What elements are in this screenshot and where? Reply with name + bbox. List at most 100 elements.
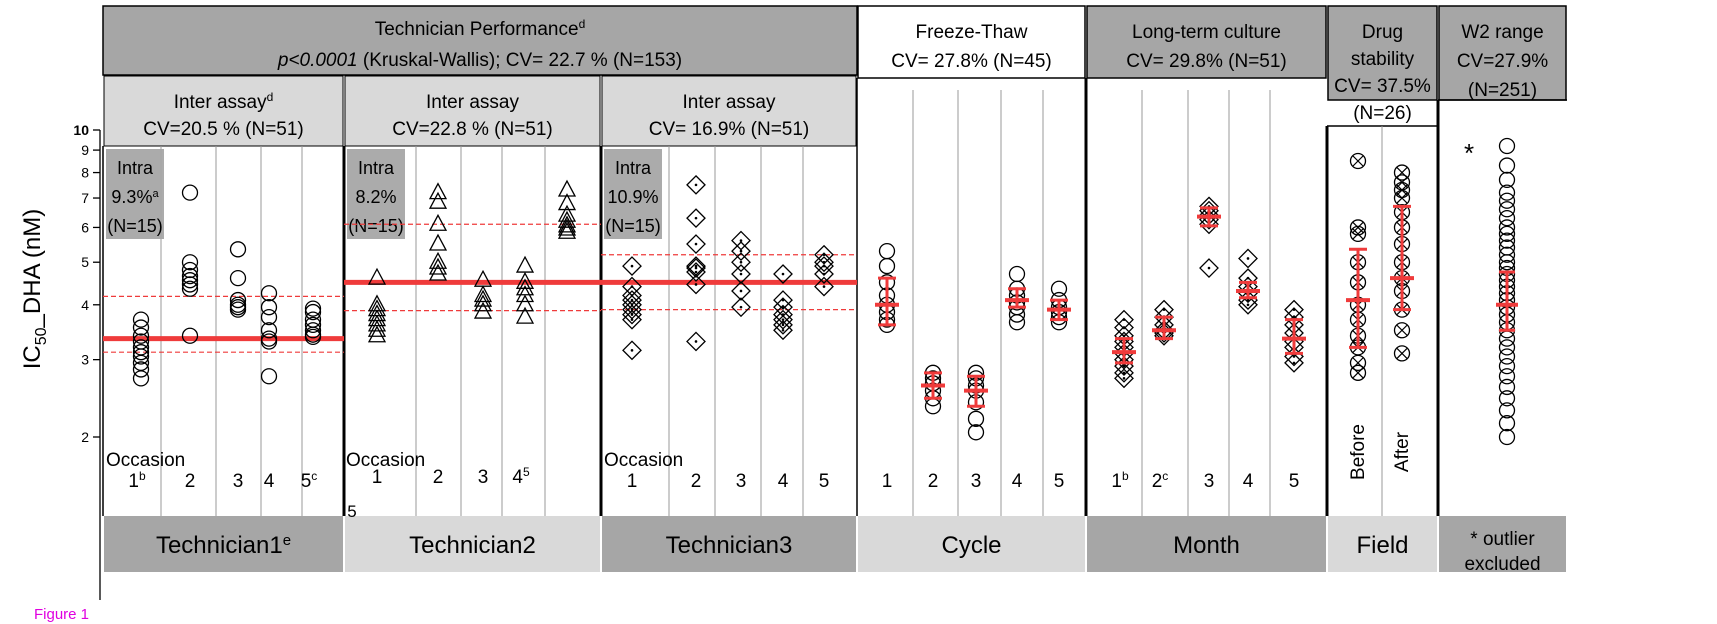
otimes-circle	[1349, 219, 1367, 236]
intra-line2-part: 10.9%	[607, 187, 658, 207]
category-label-part: 1	[372, 467, 383, 488]
data-point-circle	[1498, 378, 1516, 396]
category-label: 2c	[1152, 469, 1169, 492]
category-label-part: 3	[478, 467, 489, 488]
data-point-circle	[132, 348, 150, 365]
data-point-circle	[1498, 339, 1516, 356]
data-point-diamond	[1114, 368, 1134, 389]
data-point-triangle	[473, 301, 493, 319]
diamond-dot	[630, 318, 634, 321]
diamond-dot	[630, 264, 634, 268]
panel-header-line1-part: Freeze-Thaw	[916, 22, 1028, 43]
data-point-circle	[229, 269, 247, 287]
category-label-part: 3	[1204, 471, 1215, 492]
otimes-cross	[1352, 155, 1364, 167]
diamond-dot	[694, 283, 698, 286]
category-label-part: 4	[1243, 471, 1254, 492]
panel-header-line1: Inter assay	[426, 92, 519, 113]
panel-header-line4-part: (N=26)	[1353, 103, 1412, 124]
category-label: 3	[478, 467, 489, 488]
data-point-diamond	[686, 258, 706, 278]
otimes-cross	[1352, 228, 1364, 240]
diamond-shape	[773, 264, 793, 284]
diamond-dot	[694, 264, 698, 268]
data-point-circle	[967, 410, 985, 427]
panel-footer-label-part: Cycle	[941, 532, 1001, 559]
data-point-triangle	[557, 179, 577, 197]
data-point-triangle	[367, 314, 387, 332]
category-label: 45	[512, 465, 530, 488]
y-tick-label: 8	[81, 165, 89, 181]
panel-header-line2: CV= 29.8% (N=51)	[1126, 51, 1287, 72]
diamond-shape	[1238, 248, 1258, 269]
data-point-otimes	[1349, 219, 1367, 236]
category-label-part: 5	[1054, 471, 1065, 492]
data-point-triangle	[367, 267, 387, 285]
data-point-circle	[1498, 184, 1516, 201]
x-axis-label-part: Occasion	[346, 450, 425, 471]
data-point-diamond	[731, 252, 751, 273]
diamond-shape	[1114, 368, 1134, 389]
category-label-part: c	[1162, 469, 1168, 483]
diamond-shape	[773, 304, 793, 325]
data-point-circle	[1498, 254, 1516, 271]
diamond-dot	[739, 272, 743, 276]
data-point-diamond	[686, 262, 706, 282]
otimes-circle	[1393, 164, 1411, 181]
otimes-circle	[1349, 152, 1367, 170]
data-point-circle	[1498, 368, 1516, 385]
x-axis-label: Occasion	[346, 450, 425, 471]
otimes-circle	[1349, 225, 1367, 243]
panel-footer-bg	[602, 516, 856, 572]
data-point-diamond	[731, 241, 751, 262]
panel-header-line2-part: CV= 16.9% (N=51)	[649, 119, 810, 140]
category-label: 1	[882, 471, 893, 492]
diamond-shape	[1199, 258, 1219, 278]
data-point-circle	[1498, 402, 1516, 419]
intra-line1: Intra	[615, 158, 652, 178]
diamond-shape	[622, 256, 642, 276]
diamond-dot	[694, 216, 698, 220]
panel-footer-label-part: Field	[1356, 532, 1408, 559]
data-point-triangle	[428, 251, 448, 269]
x-axis-label-part: Occasion	[106, 450, 185, 471]
y-tick-label: 9	[81, 142, 89, 158]
y-tick-label: 5	[81, 254, 89, 270]
error-bar	[1236, 280, 1260, 300]
header-tech-subtitle-part: p<0.0001	[277, 50, 358, 71]
panel-2	[342, 146, 546, 516]
header-tech-subtitle-part: (Kruskal-Wallis); CV= 22.7 % (N=153)	[358, 50, 683, 71]
data-point-circle	[181, 267, 199, 285]
header-tech-subtitle: p<0.0001 (Kruskal-Wallis); CV= 22.7 % (N…	[277, 50, 682, 71]
data-point-triangle	[367, 299, 387, 317]
header-tech-title-part: d	[579, 17, 586, 31]
panel-footer-label-part: Technician3	[666, 532, 793, 559]
diamond-dot	[739, 289, 743, 293]
panel-footer-label-part: excluded	[1464, 554, 1540, 575]
panel-header-line1-part: Long-term culture	[1132, 22, 1281, 43]
y-axis: IC50_DHA (nM) 2 3 4 5 6 7 8 9 10	[19, 122, 101, 600]
x-axis-label: Occasion	[106, 450, 185, 471]
data-point-circle	[1498, 246, 1516, 263]
data-point-otimes	[1393, 189, 1411, 207]
error-bar	[1496, 270, 1518, 332]
data-point-circle	[181, 327, 199, 344]
diamond-dot	[694, 183, 698, 187]
data-point-triangle	[367, 309, 387, 327]
data-point-diamond	[773, 320, 793, 341]
error-bar	[921, 371, 945, 400]
panel-footer-bg	[345, 516, 600, 572]
error-bar	[1390, 204, 1414, 312]
data-point-circle	[229, 291, 247, 309]
category-label-part: 1	[1111, 471, 1122, 492]
otimes-circle	[1349, 364, 1367, 381]
diamond-shape	[686, 274, 706, 295]
category-label: 4	[778, 471, 789, 492]
data-point-circle	[132, 361, 150, 378]
panel-header-line1: W2 range	[1461, 22, 1543, 43]
intra-line3-part: (N=15)	[605, 216, 661, 236]
category-label: 2	[691, 471, 702, 492]
panel-4	[856, 78, 1044, 516]
error-bar	[1197, 206, 1221, 228]
